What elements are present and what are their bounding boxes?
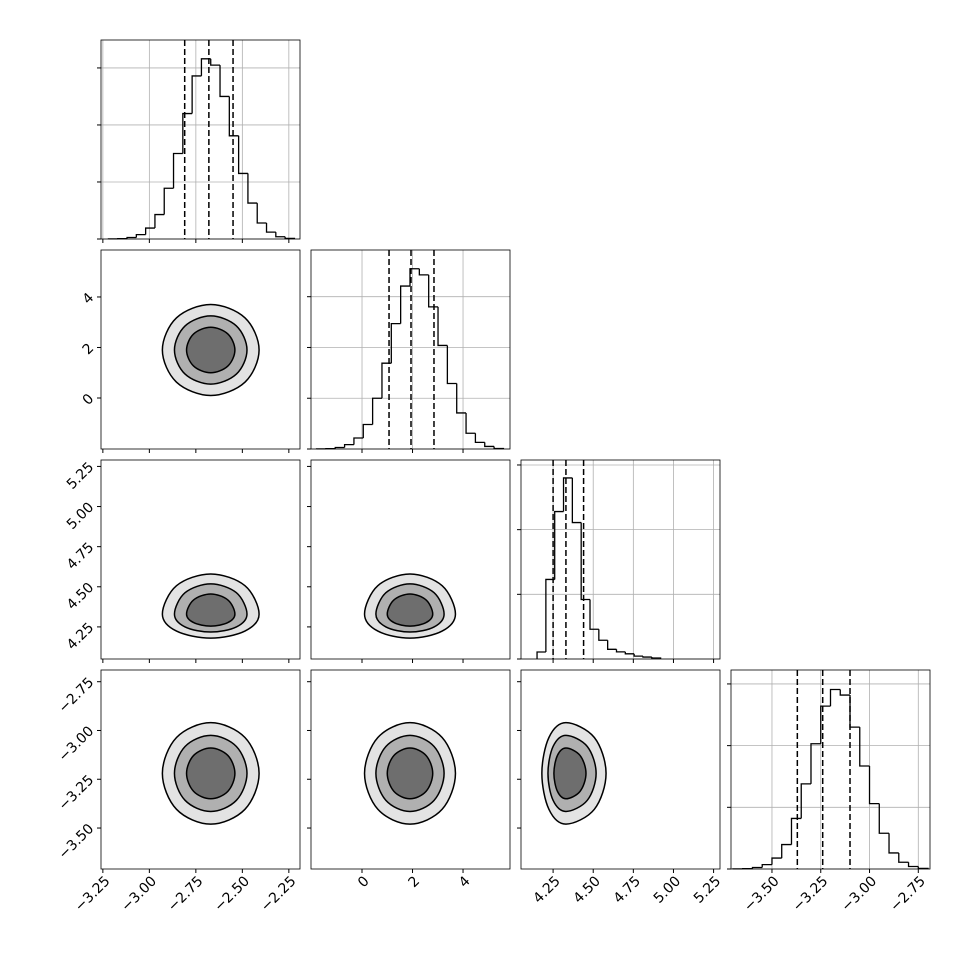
histogram-bin [554,510,564,580]
histogram-bin [237,135,248,175]
histogram-bin [589,599,599,630]
histogram-bin [642,656,652,658]
histogram-bin [200,58,211,76]
histogram-bin [334,446,345,449]
histogram-bin [182,112,193,154]
histogram-bin [598,629,608,641]
histogram-bin [381,362,392,399]
histogram-bin [878,803,890,834]
histogram-bin [868,765,880,805]
histogram-bin [571,477,582,524]
histogram-bin [135,233,146,238]
histogram-bin [126,236,137,239]
histogram-bin [651,657,662,659]
histogram-bin [154,213,165,229]
contour [185,326,236,374]
histogram-bin [400,285,410,324]
contour [185,593,236,627]
histogram-bin [898,852,909,863]
histogram-bin [607,640,617,650]
histogram-bin [191,75,202,114]
histogram-bin [800,783,811,819]
histogram-bin [228,96,239,137]
histogram-bin [256,203,267,224]
histogram-bin [888,833,899,854]
contour [553,747,587,800]
panel-frame [100,669,301,870]
histogram-bin [474,433,485,444]
histogram-bin [562,477,573,512]
histogram-bin [484,442,495,448]
contour [386,747,434,800]
histogram-bin [265,223,276,233]
panel-frame [310,249,511,450]
histogram-bin [820,705,831,744]
histogram-bin [615,649,626,653]
histogram-bin [390,322,401,364]
histogram-bin [437,306,448,347]
histogram-bin [536,651,546,659]
panel-frame [520,669,721,870]
histogram-bin [210,58,221,66]
histogram-bin [761,863,772,868]
histogram-bin [362,423,373,439]
histogram-bin [545,578,555,653]
histogram-bin [219,65,230,98]
panel-frame [100,39,301,240]
panel-frame [310,459,511,660]
panel-frame [310,669,511,870]
histogram-bin [428,274,439,308]
panel-frame [100,459,301,660]
histogram-bin [275,232,286,238]
histogram-bin [144,227,155,235]
histogram-bin [418,268,429,276]
panel-frame [730,669,931,870]
contour [185,747,236,800]
contour [386,593,434,627]
histogram-bin [446,345,457,385]
histogram-bin [580,522,591,601]
histogram-bin [371,397,382,425]
panel-frame [100,249,301,450]
histogram-bin [751,866,763,869]
histogram-bin [829,688,841,707]
histogram-bin [172,152,183,189]
histogram-bin [163,187,174,215]
histogram-bin [456,383,467,414]
histogram-bin [353,437,364,445]
histogram-bin [465,412,476,434]
histogram-bin [343,443,354,448]
histogram-bin [409,268,420,287]
histogram-bin [624,651,635,655]
histogram-bin [810,743,821,784]
histogram-bin [247,173,258,204]
histogram-bin [771,857,782,865]
histogram-bin [781,843,792,859]
panel-frame [520,459,721,660]
histogram-bin [907,862,919,868]
histogram-bin [633,653,643,657]
histogram-bin [839,689,851,696]
histogram-bin [859,727,870,767]
